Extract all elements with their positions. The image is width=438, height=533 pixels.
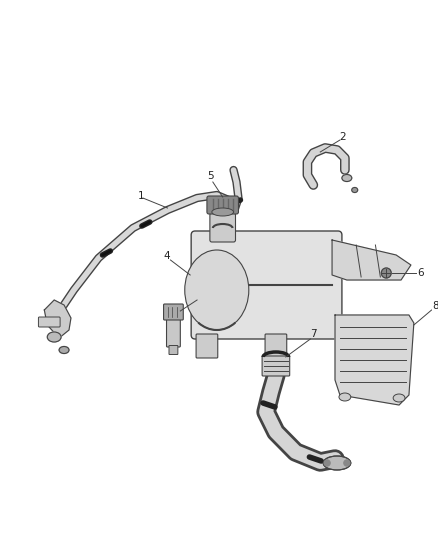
Text: 6: 6 bbox=[417, 268, 424, 278]
Ellipse shape bbox=[59, 346, 69, 353]
Polygon shape bbox=[332, 240, 411, 280]
Ellipse shape bbox=[352, 188, 358, 192]
Circle shape bbox=[344, 460, 350, 466]
Circle shape bbox=[381, 268, 391, 278]
Ellipse shape bbox=[342, 174, 352, 182]
FancyBboxPatch shape bbox=[210, 213, 236, 242]
Ellipse shape bbox=[47, 332, 61, 342]
Text: 8: 8 bbox=[432, 301, 438, 311]
Circle shape bbox=[324, 460, 330, 466]
Ellipse shape bbox=[212, 208, 233, 216]
FancyBboxPatch shape bbox=[196, 334, 218, 358]
FancyBboxPatch shape bbox=[39, 317, 60, 327]
Text: 2: 2 bbox=[339, 132, 346, 142]
Text: 1: 1 bbox=[138, 191, 144, 201]
FancyBboxPatch shape bbox=[265, 334, 287, 358]
Polygon shape bbox=[44, 300, 71, 338]
Ellipse shape bbox=[339, 393, 351, 401]
Text: 3: 3 bbox=[197, 292, 203, 302]
Text: 7: 7 bbox=[310, 329, 317, 339]
Ellipse shape bbox=[393, 394, 405, 402]
Ellipse shape bbox=[185, 250, 249, 330]
Text: 5: 5 bbox=[208, 171, 214, 181]
Ellipse shape bbox=[323, 456, 351, 470]
FancyBboxPatch shape bbox=[163, 304, 183, 320]
FancyBboxPatch shape bbox=[169, 345, 178, 354]
Polygon shape bbox=[335, 315, 414, 405]
FancyBboxPatch shape bbox=[207, 196, 238, 214]
FancyBboxPatch shape bbox=[191, 231, 342, 339]
FancyBboxPatch shape bbox=[166, 315, 180, 347]
Text: 4: 4 bbox=[163, 251, 170, 261]
FancyBboxPatch shape bbox=[262, 356, 290, 376]
